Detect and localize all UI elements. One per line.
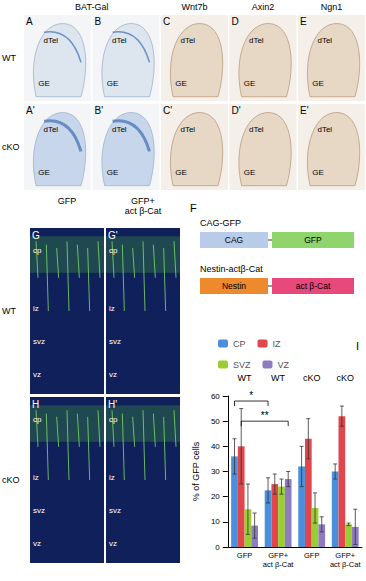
svg-text:H: H (32, 399, 39, 410)
svg-text:H': H' (108, 399, 117, 410)
svg-text:WT: WT (2, 53, 16, 63)
svg-text:GE: GE (312, 168, 324, 177)
svg-text:Ngn1: Ngn1 (321, 2, 343, 12)
svg-text:cp: cp (33, 246, 42, 255)
svg-text:GFP: GFP (58, 196, 77, 206)
svg-text:dTel: dTel (180, 36, 195, 45)
svg-text:VZ: VZ (278, 360, 290, 370)
svg-text:G': G' (108, 230, 118, 241)
svg-text:20: 20 (211, 492, 220, 501)
svg-text:svz: svz (33, 506, 45, 515)
svg-text:act β-Cat: act β-Cat (296, 281, 331, 291)
svg-text:vz: vz (33, 539, 41, 548)
svg-text:50: 50 (211, 417, 220, 426)
svg-text:CP: CP (233, 339, 246, 349)
svg-text:**: ** (261, 410, 269, 421)
svg-text:cp: cp (109, 415, 118, 424)
svg-text:GFP: GFP (237, 551, 252, 560)
svg-text:BAT-Gal: BAT-Gal (75, 2, 108, 12)
svg-text:SVZ: SVZ (233, 360, 251, 370)
svg-text:CAG: CAG (225, 235, 243, 245)
svg-text:vz: vz (109, 539, 117, 548)
svg-text:svz: svz (109, 337, 121, 346)
svg-text:10: 10 (211, 517, 220, 526)
svg-text:GE: GE (312, 79, 324, 88)
svg-text:60: 60 (211, 392, 220, 401)
svg-text:iz: iz (33, 304, 39, 313)
svg-text:GE: GE (244, 79, 256, 88)
svg-text:C': C' (163, 105, 172, 116)
svg-text:cKO: cKO (2, 475, 20, 485)
svg-text:iz: iz (33, 473, 39, 482)
svg-text:0: 0 (215, 543, 220, 552)
svg-text:GE: GE (38, 168, 50, 177)
svg-text:IZ: IZ (273, 339, 282, 349)
svg-text:dTel: dTel (180, 125, 195, 134)
svg-text:Nestin-actβ-Cat: Nestin-actβ-Cat (200, 264, 263, 274)
svg-text:dTel: dTel (317, 36, 332, 45)
svg-text:GFP+act β-Cat: GFP+act β-Cat (125, 196, 162, 216)
svg-text:C: C (163, 16, 170, 27)
svg-text:cp: cp (109, 246, 118, 255)
svg-text:E': E' (300, 105, 309, 116)
svg-text:dTel: dTel (112, 125, 127, 134)
svg-text:vz: vz (33, 370, 41, 379)
svg-text:dTel: dTel (43, 36, 58, 45)
svg-text:D': D' (232, 105, 241, 116)
svg-text:WT: WT (2, 306, 16, 316)
svg-text:iz: iz (109, 304, 115, 313)
svg-text:D: D (232, 16, 239, 27)
svg-text:svz: svz (109, 506, 121, 515)
svg-text:WT: WT (271, 373, 285, 383)
svg-text:40: 40 (211, 442, 220, 451)
svg-text:GE: GE (107, 79, 119, 88)
svg-text:A: A (26, 16, 33, 27)
svg-text:% of GFP cells: % of GFP cells (191, 441, 201, 501)
svg-text:B': B' (95, 105, 104, 116)
svg-text:vz: vz (109, 370, 117, 379)
svg-text:30: 30 (211, 467, 220, 476)
svg-text:cKO: cKO (303, 373, 321, 383)
svg-text:WT: WT (238, 373, 252, 383)
svg-text:Wnt7b: Wnt7b (181, 2, 207, 12)
svg-text:GFP: GFP (304, 235, 322, 245)
svg-text:cKO: cKO (336, 373, 354, 383)
svg-text:F: F (190, 202, 197, 214)
svg-text:I: I (356, 340, 359, 352)
svg-text:Axin2: Axin2 (252, 2, 275, 12)
svg-text:B: B (95, 16, 102, 27)
svg-text:svz: svz (33, 337, 45, 346)
svg-text:dTel: dTel (317, 125, 332, 134)
svg-text:GE: GE (107, 168, 119, 177)
svg-text:GE: GE (244, 168, 256, 177)
svg-text:GFP: GFP (304, 551, 319, 560)
svg-text:iz: iz (109, 473, 115, 482)
svg-text:*: * (249, 390, 253, 401)
svg-text:dTel: dTel (43, 125, 58, 134)
svg-text:GFP+: GFP+ (335, 551, 355, 560)
svg-text:GE: GE (175, 168, 187, 177)
svg-text:act β-Cat: act β-Cat (263, 560, 294, 569)
svg-text:G: G (32, 230, 40, 241)
svg-text:E: E (300, 16, 307, 27)
svg-text:act β-Cat: act β-Cat (330, 560, 361, 569)
svg-text:GE: GE (38, 79, 50, 88)
svg-text:dTel: dTel (249, 36, 264, 45)
svg-text:CAG-GFP: CAG-GFP (200, 218, 241, 228)
svg-text:dTel: dTel (249, 125, 264, 134)
svg-text:dTel: dTel (112, 36, 127, 45)
svg-text:GE: GE (175, 79, 187, 88)
svg-text:GFP+: GFP+ (268, 551, 288, 560)
svg-text:A': A' (26, 105, 35, 116)
svg-text:cp: cp (33, 415, 42, 424)
svg-text:cKO: cKO (2, 142, 20, 152)
svg-text:Nestin: Nestin (222, 281, 246, 291)
